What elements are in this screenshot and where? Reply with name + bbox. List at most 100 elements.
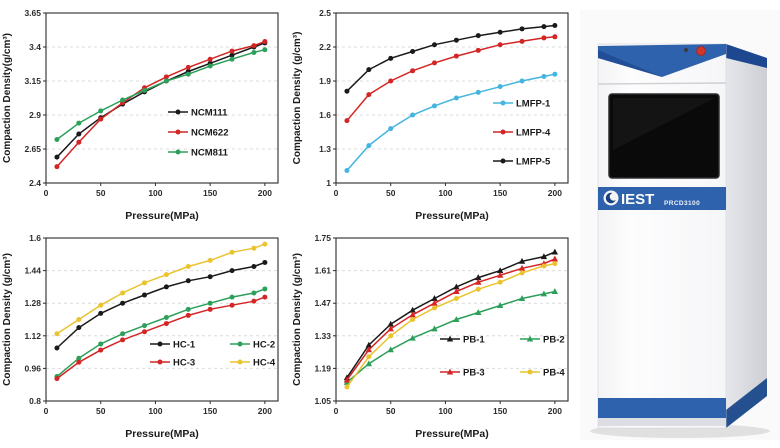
data-point (475, 309, 482, 316)
data-point (365, 346, 373, 353)
data-point (54, 136, 60, 142)
data-point (251, 49, 257, 55)
data-point (98, 341, 104, 347)
legend-swatch-marker (157, 341, 163, 347)
chart-canvas-lmfp-cathode: 1 1.3 1.6 1.9 2.2 2.5 0 50 100 150 200 Pressure(MPa… (292, 8, 569, 222)
cabinet-side-top-band (726, 44, 767, 68)
data-point (431, 299, 438, 306)
y-tick-label: 1.19 (314, 363, 331, 373)
data-point (518, 257, 526, 264)
data-point (54, 331, 60, 337)
y-axis-label: Compaction Density (g/cm³) (292, 253, 303, 386)
data-point (76, 120, 82, 126)
plot-border (45, 12, 279, 184)
legend-swatch-marker (175, 109, 181, 115)
data-point (366, 92, 372, 98)
data-point (229, 302, 235, 308)
model-text: PRCD3100 (664, 200, 700, 207)
data-point (453, 288, 460, 295)
data-point (120, 337, 126, 343)
instrument-photo: IEST PRCD3100 (580, 0, 780, 443)
data-point (410, 112, 416, 118)
series-markers-NCM622 (54, 39, 268, 170)
data-point (431, 305, 437, 311)
chart-canvas-hc-anode: 0.8 0.96 1.12 1.28 1.44 1.6 0 50 100 150 200 Pressu… (2, 233, 279, 440)
legend-label: PB-2 (543, 334, 565, 345)
data-point (475, 274, 482, 281)
data-point (207, 257, 213, 263)
power-button[interactable] (696, 46, 706, 56)
legend-swatch-marker (526, 335, 534, 342)
x-tick-label: 200 (258, 188, 272, 198)
cabinet-side-base-band (726, 378, 767, 428)
data-point (388, 333, 394, 339)
series-markers-HC-2 (54, 286, 268, 380)
data-point (141, 292, 147, 298)
data-point (552, 261, 558, 267)
data-point (365, 341, 373, 348)
data-point (163, 78, 169, 84)
data-point (551, 255, 559, 262)
data-point (54, 154, 60, 160)
data-point (497, 279, 503, 285)
data-point (475, 47, 481, 53)
header-band-shade (598, 50, 662, 77)
series-markers-NCM811 (54, 47, 268, 142)
data-point (163, 314, 169, 320)
data-point (229, 48, 235, 54)
x-tick-label: 100 (438, 406, 452, 416)
x-tick-label: 0 (44, 406, 49, 416)
data-point (251, 298, 257, 304)
data-point (431, 42, 437, 48)
data-point (207, 300, 213, 306)
data-point (98, 116, 104, 122)
series-markers-HC-4 (54, 241, 268, 337)
y-tick-label: 2.2 (319, 42, 331, 52)
data-point (453, 316, 460, 322)
data-point (388, 126, 394, 132)
y-tick-label: 1 (326, 178, 331, 188)
data-point (496, 271, 504, 278)
legend-swatch-marker (446, 368, 454, 375)
data-point (541, 73, 547, 79)
data-point (366, 67, 372, 73)
data-point (387, 346, 394, 353)
legend: PB-1 PB-2 PB-3 PB-4 (440, 334, 565, 378)
data-point (262, 259, 268, 265)
y-axis-label: Compaction Density(g/cm³) (2, 33, 13, 163)
series-markers-PB-4 (344, 261, 558, 390)
data-point (453, 53, 459, 59)
data-point (497, 29, 503, 35)
data-point (552, 34, 558, 40)
x-tick-label: 50 (386, 188, 396, 198)
base-foot (598, 418, 726, 426)
data-point (76, 325, 82, 331)
data-point (541, 35, 547, 41)
legend-label: HC-1 (173, 339, 196, 350)
data-point (552, 71, 558, 77)
data-point (431, 60, 437, 66)
data-point (54, 345, 60, 351)
legend-swatch-marker (175, 149, 181, 155)
data-point (497, 84, 503, 90)
data-point (388, 78, 394, 84)
legend: NCM111 NCM622 NCM811 (168, 107, 229, 158)
panel-seam (597, 82, 727, 85)
legend: LMFP-1 LMFP-4 LMFP-5 (493, 98, 551, 167)
legend-swatch-marker (237, 341, 243, 347)
data-point (207, 56, 213, 62)
x-tick-label: 0 (334, 188, 339, 198)
series-markers-PB-1 (343, 248, 559, 381)
data-point (98, 302, 104, 308)
data-point (475, 89, 481, 95)
data-point (540, 253, 548, 260)
legend-label: HC-3 (173, 357, 195, 368)
y-tick-label: 1.3 (319, 144, 331, 154)
plot-border (335, 12, 569, 184)
screen-reflection (613, 98, 715, 150)
data-point (54, 164, 60, 170)
data-point (365, 360, 373, 367)
data-point (98, 108, 104, 114)
data-point (344, 88, 350, 94)
data-point (453, 283, 460, 290)
